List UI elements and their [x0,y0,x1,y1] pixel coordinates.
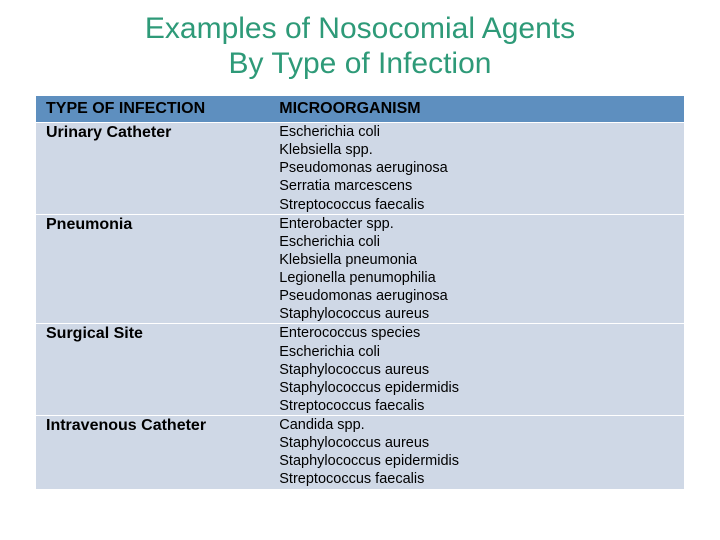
organism-list: Candida spp.Staphylococcus aureusStaphyl… [279,416,674,489]
organism-item: Serratia marcescens [279,177,674,195]
infection-type-label: Pneumonia [36,215,269,324]
organism-list: Enterococcus speciesEscherichia coliStap… [279,324,674,415]
organism-item: Escherichia coli [279,343,674,361]
organism-item: Escherichia coli [279,233,674,251]
organism-item: Streptococcus faecalis [279,196,674,214]
organism-item: Streptococcus faecalis [279,470,674,488]
col-header-type: TYPE OF INFECTION [36,96,269,122]
microorganism-cell: Enterobacter spp.Escherichia coliKlebsie… [269,215,684,324]
table-row: PneumoniaEnterobacter spp.Escherichia co… [36,215,684,324]
col-header-microorganism: MICROORGANISM [269,96,684,122]
organism-item: Enterobacter spp. [279,215,674,233]
slide: Examples of Nosocomial Agents By Type of… [0,0,720,540]
organism-item: Klebsiella spp. [279,141,674,159]
table-header-row: TYPE OF INFECTION MICROORGANISM [36,96,684,122]
title-line-2: By Type of Infection [229,47,492,80]
slide-title: Examples of Nosocomial Agents By Type of… [36,12,684,81]
table-row: Surgical SiteEnterococcus speciesEscheri… [36,324,684,415]
organism-item: Legionella penumophilia [279,269,674,287]
microorganism-cell: Enterococcus speciesEscherichia coliStap… [269,324,684,415]
organism-item: Staphylococcus epidermidis [279,379,674,397]
infection-type-label: Surgical Site [36,324,269,415]
table-row: Intravenous CatheterCandida spp.Staphylo… [36,416,684,489]
organism-item: Streptococcus faecalis [279,397,674,415]
organism-list: Escherichia coliKlebsiella spp.Pseudomon… [279,123,674,214]
table-body: Urinary CatheterEscherichia coliKlebsiel… [36,123,684,489]
organism-item: Escherichia coli [279,123,674,141]
organism-item: Candida spp. [279,416,674,434]
organism-item: Pseudomonas aeruginosa [279,287,674,305]
organism-item: Pseudomonas aeruginosa [279,159,674,177]
title-line-1: Examples of Nosocomial Agents [145,12,575,45]
microorganism-cell: Candida spp.Staphylococcus aureusStaphyl… [269,416,684,489]
organism-item: Staphylococcus epidermidis [279,452,674,470]
infection-type-label: Urinary Catheter [36,123,269,214]
organism-item: Enterococcus species [279,324,674,342]
table-row: Urinary CatheterEscherichia coliKlebsiel… [36,123,684,214]
organism-item: Staphylococcus aureus [279,361,674,379]
organism-item: Staphylococcus aureus [279,434,674,452]
organism-list: Enterobacter spp.Escherichia coliKlebsie… [279,215,674,324]
organism-item: Staphylococcus aureus [279,305,674,323]
infection-type-label: Intravenous Catheter [36,416,269,489]
infection-table: TYPE OF INFECTION MICROORGANISM Urinary … [36,95,684,490]
organism-item: Klebsiella pneumonia [279,251,674,269]
microorganism-cell: Escherichia coliKlebsiella spp.Pseudomon… [269,123,684,214]
